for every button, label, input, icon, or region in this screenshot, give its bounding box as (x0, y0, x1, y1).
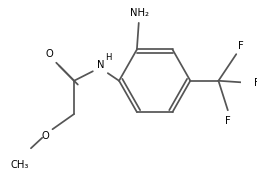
Text: O: O (41, 131, 49, 141)
Text: O: O (46, 49, 53, 59)
Text: H: H (105, 53, 111, 62)
Text: F: F (238, 41, 244, 51)
Text: CH₃: CH₃ (11, 160, 29, 170)
Text: F: F (225, 116, 231, 126)
Text: F: F (254, 78, 257, 88)
Text: NH₂: NH₂ (130, 8, 149, 18)
Text: N: N (97, 60, 104, 70)
